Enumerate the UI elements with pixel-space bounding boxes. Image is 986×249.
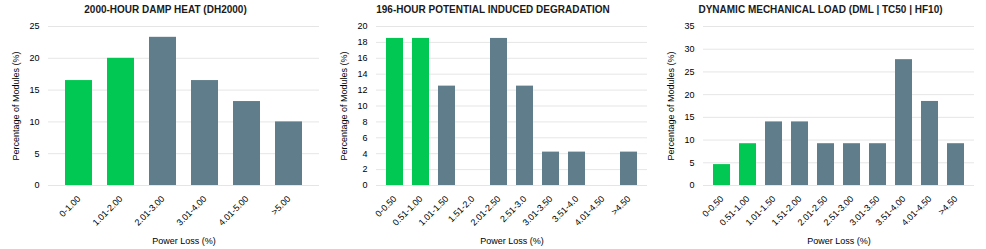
svg-text:>5.00: >5.00 [269, 194, 292, 217]
html-text:DYNAMIC MECHANICAL LOAD (DML |: DYNAMIC MECHANICAL LOAD (DML | TC50 | HF… [698, 4, 943, 15]
svg-text:20: 20 [357, 21, 367, 31]
svg-text:1.01-1.50: 1.01-1.50 [416, 194, 450, 228]
html-text:196-HOUR POTENTIAL INDUCED DEG: 196-HOUR POTENTIAL INDUCED DEGRADATION [376, 4, 610, 15]
svg-text:3.51-4.0: 3.51-4.0 [549, 193, 580, 225]
svg-text:Percentage of Modules (%): Percentage of Modules (%) [338, 51, 348, 160]
svg-text:Power Loss (%): Power Loss (%) [480, 236, 544, 246]
svg-text:0: 0 [34, 180, 39, 190]
svg-text:1.01-1.50: 1.01-1.50 [743, 193, 778, 228]
svg-text:1.51-2.0: 1.51-2.0 [445, 193, 476, 225]
svg-text:3.01-3.50: 3.01-3.50 [847, 193, 882, 228]
svg-text:8: 8 [362, 117, 367, 127]
svg-text:3.51-4.00: 3.51-4.00 [873, 193, 908, 228]
svg-text:10: 10 [29, 117, 39, 127]
svg-text:10: 10 [684, 135, 694, 145]
svg-text:2.01-2.50: 2.01-2.50 [795, 193, 830, 228]
svg-text:2.51-3.0: 2.51-3.0 [497, 193, 528, 225]
svg-text:20: 20 [29, 53, 39, 63]
svg-text:5: 5 [689, 158, 694, 168]
svg-text:5: 5 [34, 149, 39, 159]
svg-text:Power Loss (%): Power Loss (%) [152, 236, 216, 246]
svg-text:15: 15 [29, 85, 39, 95]
svg-text:Percentage of Modules (%): Percentage of Modules (%) [666, 51, 676, 160]
svg-text:0.51-1.00: 0.51-1.00 [717, 193, 752, 228]
svg-text:1.51-2.00: 1.51-2.00 [769, 193, 804, 228]
svg-text:12: 12 [357, 85, 367, 95]
svg-text:6: 6 [362, 133, 367, 143]
svg-text:18: 18 [357, 37, 367, 47]
svg-text:2.01-3.00: 2.01-3.00 [132, 194, 166, 228]
svg-text:0-0.50: 0-0.50 [372, 193, 398, 219]
html-text:2000-HOUR DAMP HEAT (DH2000): 2000-HOUR DAMP HEAT (DH2000) [84, 4, 247, 15]
svg-text:30: 30 [684, 44, 694, 54]
svg-text:0: 0 [689, 180, 694, 190]
svg-text:25: 25 [29, 21, 39, 31]
svg-text:0-0.50: 0-0.50 [700, 193, 726, 219]
svg-text:0.51-1.00: 0.51-1.00 [390, 193, 424, 228]
svg-text:Power Loss (%): Power Loss (%) [807, 236, 871, 246]
svg-text:10: 10 [357, 101, 367, 111]
svg-text:>4.50: >4.50 [936, 194, 959, 217]
svg-text:2: 2 [362, 164, 367, 174]
svg-text:4.01-5.00: 4.01-5.00 [216, 194, 250, 228]
svg-text:0: 0 [362, 180, 367, 190]
svg-text:>4.50: >4.50 [609, 194, 632, 217]
svg-text:2.01-2.50: 2.01-2.50 [468, 194, 502, 228]
svg-text:4.01-4.50: 4.01-4.50 [899, 194, 933, 228]
svg-text:16: 16 [357, 53, 367, 63]
svg-text:4: 4 [362, 149, 367, 159]
svg-text:2.51-3.00: 2.51-3.00 [821, 193, 856, 228]
svg-text:35: 35 [684, 21, 694, 31]
svg-text:3.01-3.50: 3.01-3.50 [520, 194, 554, 228]
svg-text:15: 15 [684, 112, 694, 122]
svg-text:25: 25 [684, 67, 694, 77]
svg-text:4.01-4.50: 4.01-4.50 [572, 194, 606, 228]
svg-text:20: 20 [684, 90, 694, 100]
svg-text:14: 14 [357, 69, 367, 79]
svg-text:1.01-2.00: 1.01-2.00 [90, 194, 124, 228]
svg-text:Percentage of Modules (%): Percentage of Modules (%) [11, 51, 21, 160]
svg-text:3.01-4.00: 3.01-4.00 [174, 194, 208, 228]
svg-text:0-1.00: 0-1.00 [57, 194, 82, 219]
